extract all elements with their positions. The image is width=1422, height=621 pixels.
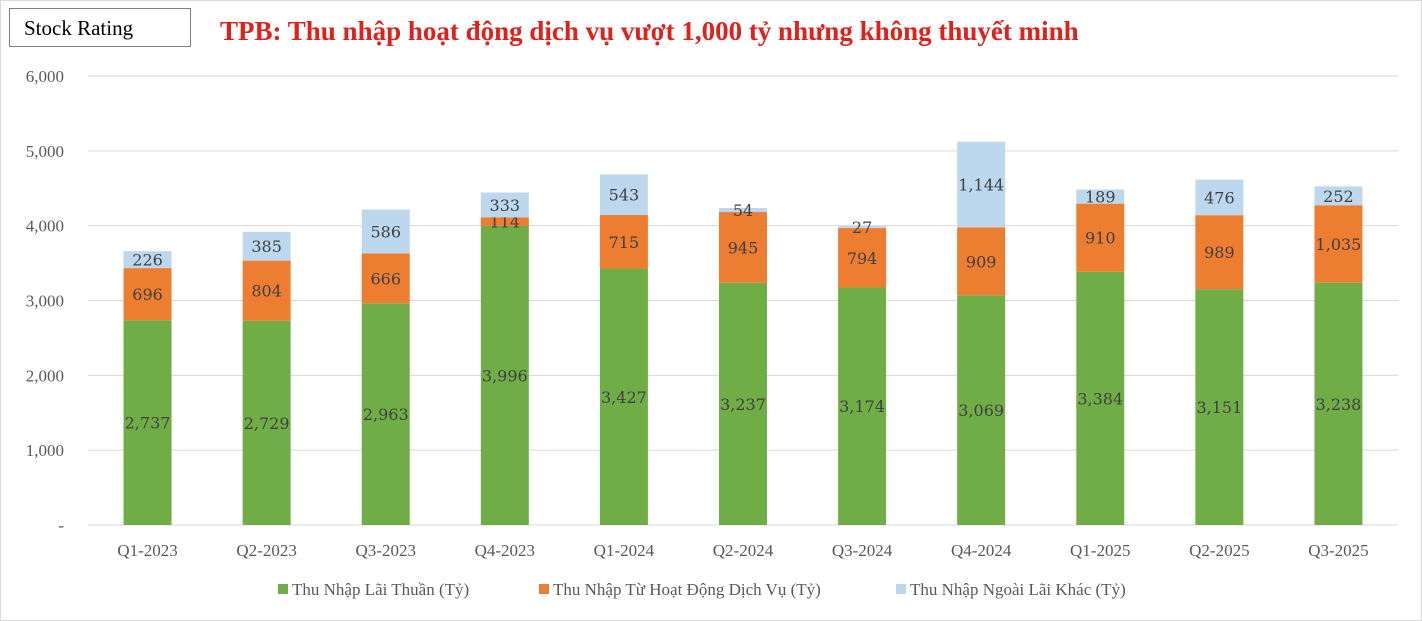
data-label: 2,729: [244, 414, 290, 433]
legend-label: Thu Nhập Lãi Thuần (Tỷ): [292, 580, 469, 599]
data-label: 1,035: [1316, 235, 1362, 254]
x-tick-label: Q2-2024: [713, 541, 774, 560]
bar-segment: [599, 268, 648, 525]
bar-segment: [838, 226, 887, 229]
data-label: 3,151: [1196, 398, 1242, 417]
stock-rating-badge: Stock Rating: [9, 8, 191, 47]
bar-segment: [480, 217, 529, 226]
bar-segment: [1195, 215, 1244, 290]
x-tick-label: Q3-2025: [1308, 541, 1368, 560]
bar-segment: [480, 225, 529, 525]
bar-segment: [242, 260, 291, 321]
data-label: 3,238: [1316, 395, 1362, 414]
data-label: 385: [251, 237, 282, 256]
y-tick-label: 2,000: [26, 366, 64, 385]
data-label: 715: [609, 233, 640, 252]
x-tick-label: Q1-2023: [117, 541, 177, 560]
data-label: 804: [251, 282, 282, 301]
bar-segment: [719, 212, 767, 283]
bar-segment: [719, 208, 767, 213]
data-label: 476: [1204, 188, 1235, 207]
x-tick-label: Q2-2023: [236, 541, 296, 560]
y-tick-label: -: [58, 516, 64, 535]
y-tick-label: 6,000: [26, 67, 64, 86]
x-tick-label: Q4-2023: [475, 541, 535, 560]
bar-segment: [361, 209, 410, 254]
data-label: 2,737: [125, 414, 171, 433]
data-label: 543: [609, 186, 640, 205]
data-label: 945: [728, 238, 759, 257]
bar-segment: [1314, 186, 1363, 206]
legend-swatch: [278, 584, 288, 594]
data-label: 3,384: [1077, 389, 1123, 408]
data-label: 666: [370, 269, 401, 288]
data-label: 2,963: [363, 405, 409, 424]
bar-segment: [838, 287, 887, 525]
bar-segment: [1076, 203, 1125, 272]
data-label: 226: [132, 251, 163, 270]
x-tick-label: Q1-2025: [1070, 541, 1130, 560]
bar-segment: [123, 251, 172, 269]
chart-title: TPB: Thu nhập hoạt động dịch vụ vượt 1,0…: [220, 16, 1079, 46]
data-label: 586: [370, 223, 401, 242]
data-label: 794: [847, 249, 878, 268]
data-label: 910: [1085, 229, 1116, 248]
bar-segment: [242, 320, 291, 525]
bar-segment: [838, 228, 887, 288]
bar-segment: [1195, 289, 1244, 525]
bar-segment: [1314, 282, 1363, 525]
x-tick-label: Q3-2024: [832, 541, 893, 560]
bar-segment: [957, 141, 1006, 228]
bar-segment: [361, 303, 410, 525]
bar-segment: [957, 295, 1006, 525]
x-tick-label: Q3-2023: [356, 541, 416, 560]
data-label: 3,996: [482, 366, 528, 385]
data-label: 3,237: [720, 395, 766, 414]
x-tick-label: Q1-2024: [594, 541, 655, 560]
data-label: 3,427: [601, 388, 647, 407]
data-label: 909: [966, 252, 997, 271]
bar-segment: [1195, 179, 1244, 216]
bar-segment: [599, 215, 648, 269]
bar-segment: [123, 320, 172, 525]
x-tick-label: Q2-2025: [1189, 541, 1249, 560]
data-label: 3,069: [958, 401, 1004, 420]
bar-segment: [1314, 205, 1363, 283]
data-label: 54: [733, 201, 753, 220]
legend-label: Thu Nhập Từ Hoạt Động Dịch Vụ (Tỷ): [553, 580, 821, 599]
legend-swatch: [896, 584, 906, 594]
bar-segment: [123, 268, 172, 321]
bar-segment: [957, 227, 1006, 296]
data-label: 989: [1204, 243, 1235, 262]
bar-segment: [1076, 271, 1125, 525]
data-label: 3,174: [839, 397, 885, 416]
legend-label: Thu Nhập Ngoài Lãi Khác (Tỷ): [910, 580, 1126, 599]
y-tick-label: 5,000: [26, 142, 64, 161]
bar-segment: [599, 174, 648, 216]
bar-segment: [480, 192, 529, 218]
data-label: 696: [132, 285, 163, 304]
y-tick-label: 4,000: [26, 217, 64, 236]
data-label: 252: [1323, 187, 1354, 206]
data-label: 1,144: [958, 176, 1004, 195]
data-label: 114: [490, 213, 521, 232]
y-tick-label: 3,000: [26, 292, 64, 311]
bar-segment: [361, 253, 410, 304]
data-label: 189: [1085, 188, 1116, 207]
data-label: 333: [490, 196, 521, 215]
bar-segment: [719, 282, 767, 525]
bar-segment: [242, 231, 291, 261]
y-tick-label: 1,000: [26, 441, 64, 460]
x-tick-label: Q4-2024: [951, 541, 1012, 560]
bar-segment: [1076, 189, 1125, 204]
legend-swatch: [539, 584, 549, 594]
data-label: 27: [852, 218, 872, 237]
